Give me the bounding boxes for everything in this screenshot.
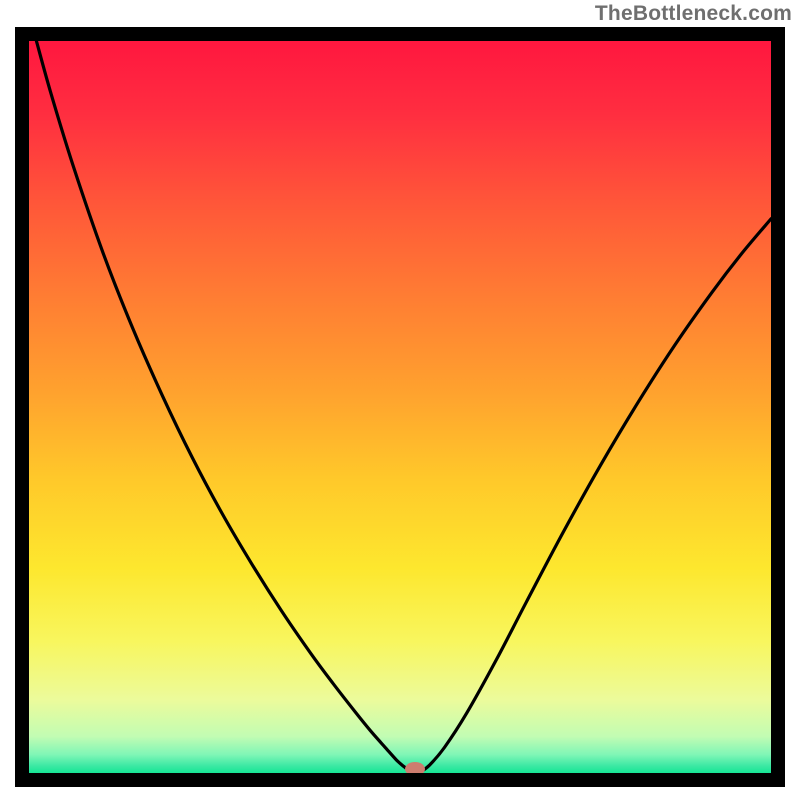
bottleneck-curve-svg <box>15 27 785 787</box>
watermark-text: TheBottleneck.com <box>595 2 792 26</box>
plot-frame <box>15 27 785 787</box>
optimal-point-marker <box>405 762 425 776</box>
bottleneck-curve <box>36 41 771 773</box>
chart-container: TheBottleneck.com <box>0 0 800 800</box>
